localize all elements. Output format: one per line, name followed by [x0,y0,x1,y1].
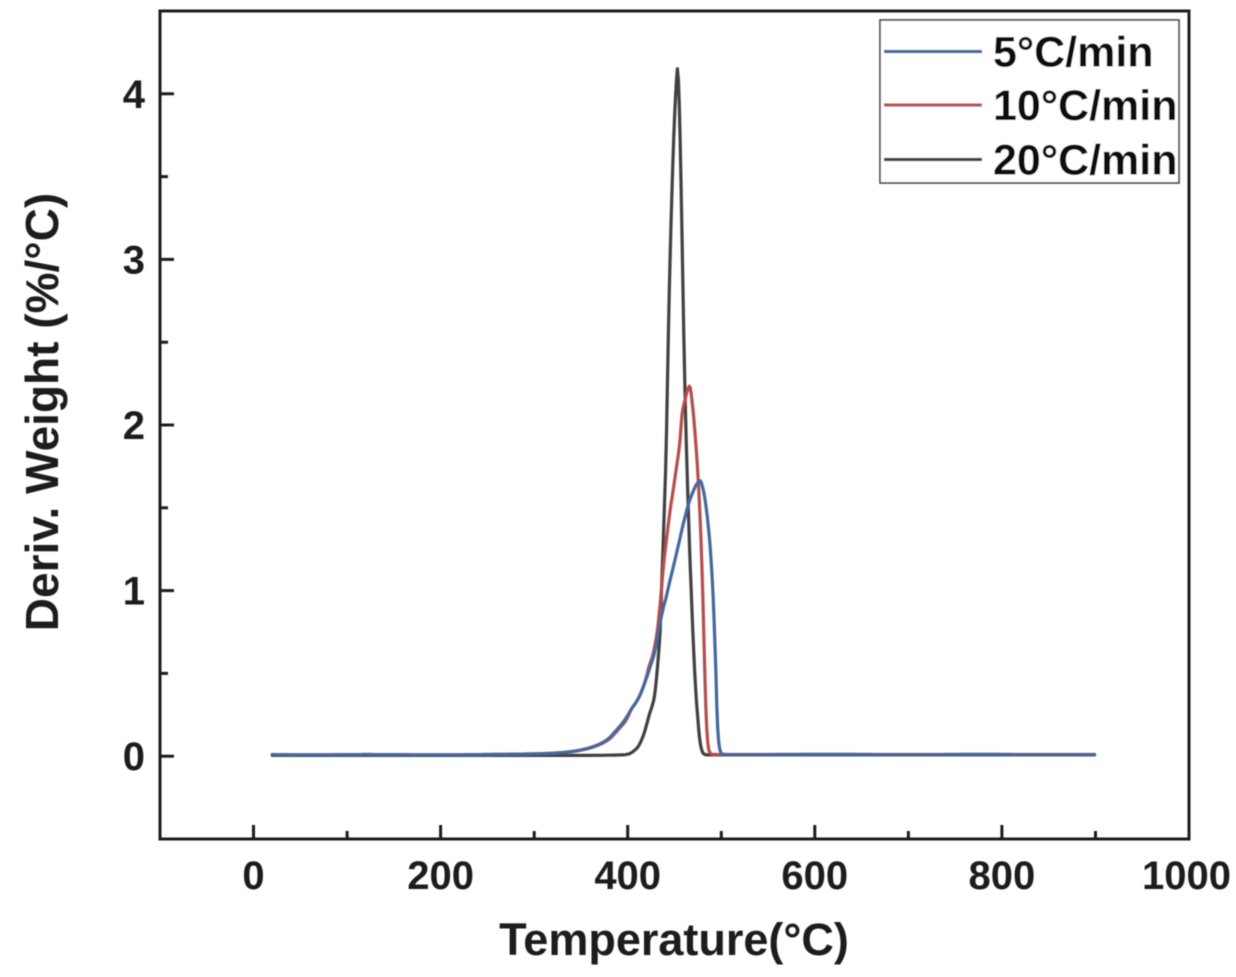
svg-text:0: 0 [242,854,264,898]
svg-text:600: 600 [781,854,848,898]
svg-text:2: 2 [123,404,145,448]
svg-text:3: 3 [123,238,145,282]
svg-text:4: 4 [123,73,146,117]
svg-text:5°C/min: 5°C/min [993,29,1154,77]
svg-text:800: 800 [969,854,1036,898]
svg-text:Deriv. Weight (%/°C): Deriv. Weight (%/°C) [16,193,68,631]
svg-text:0: 0 [123,735,145,779]
svg-text:400: 400 [594,854,661,898]
svg-text:200: 200 [407,854,474,898]
svg-text:1: 1 [123,570,145,614]
svg-text:Temperature(°C): Temperature(°C) [499,914,849,965]
svg-text:20°C/min: 20°C/min [993,137,1177,185]
svg-text:10°C/min: 10°C/min [993,82,1177,130]
svg-text:1000: 1000 [1142,854,1231,898]
